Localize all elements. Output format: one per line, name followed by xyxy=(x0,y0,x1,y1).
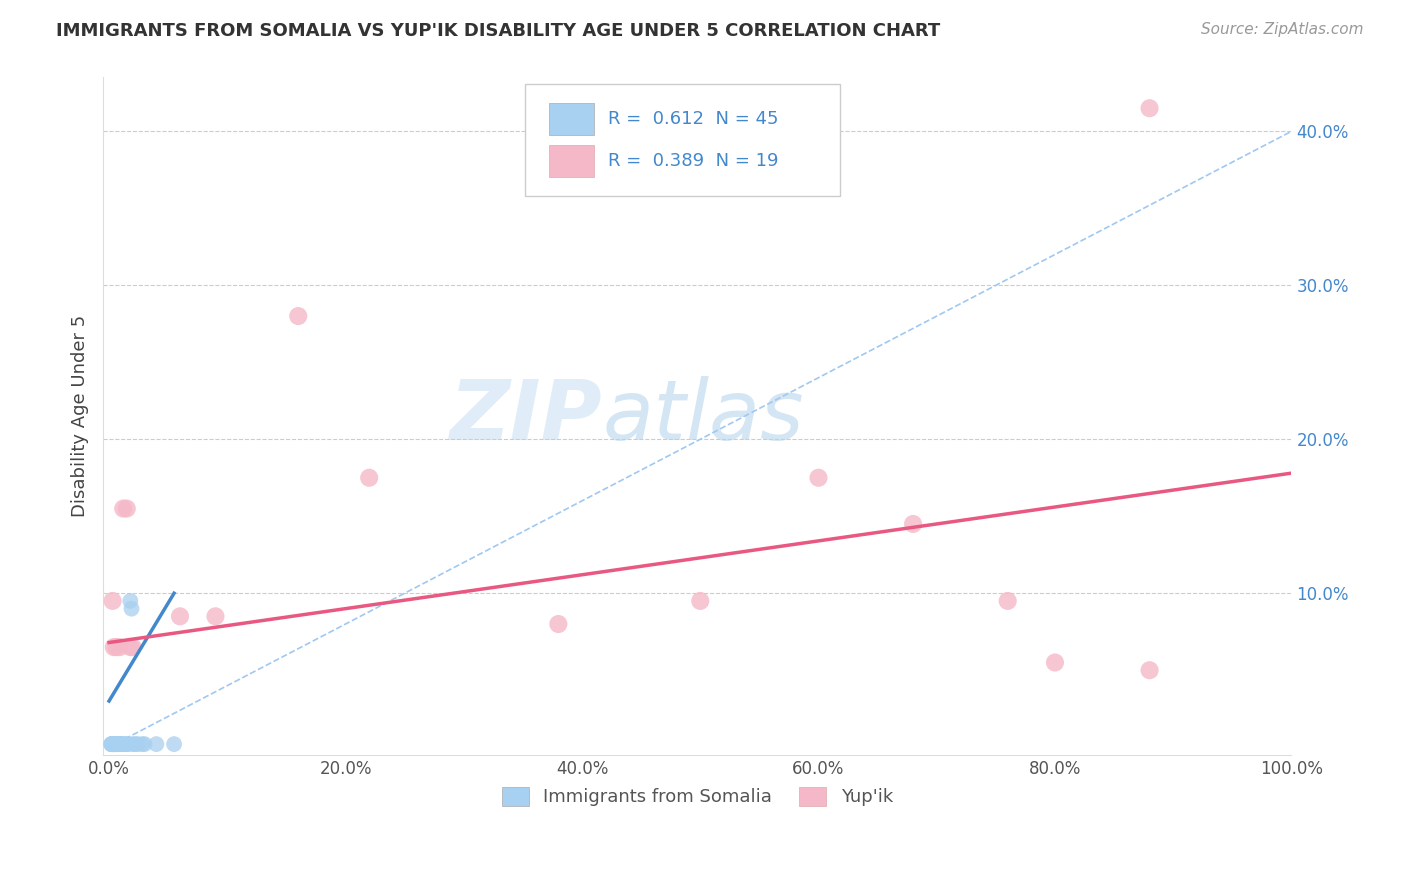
Point xyxy=(1139,663,1161,677)
Point xyxy=(120,640,142,654)
Point xyxy=(547,617,569,632)
Point xyxy=(100,737,122,751)
Point xyxy=(115,501,138,516)
Point xyxy=(103,737,125,751)
Point xyxy=(108,737,131,751)
Text: ZIP: ZIP xyxy=(450,376,602,457)
Point xyxy=(110,737,132,751)
FancyBboxPatch shape xyxy=(548,145,593,177)
Point xyxy=(108,640,131,654)
Point xyxy=(107,737,129,751)
Point xyxy=(901,516,924,531)
Point xyxy=(131,737,153,751)
Text: IMMIGRANTS FROM SOMALIA VS YUP'IK DISABILITY AGE UNDER 5 CORRELATION CHART: IMMIGRANTS FROM SOMALIA VS YUP'IK DISABI… xyxy=(56,22,941,40)
FancyBboxPatch shape xyxy=(548,103,593,135)
Point xyxy=(105,640,128,654)
Point xyxy=(110,737,132,751)
Point xyxy=(103,640,125,654)
Point xyxy=(105,737,128,751)
Point xyxy=(287,309,309,323)
Text: atlas: atlas xyxy=(602,376,804,457)
Point xyxy=(112,737,135,751)
Point xyxy=(103,737,125,751)
Point xyxy=(104,737,127,751)
Point xyxy=(101,737,124,751)
Point xyxy=(117,737,139,751)
Point xyxy=(121,737,143,751)
Point xyxy=(101,737,124,751)
Point xyxy=(105,737,128,751)
Text: R =  0.612  N = 45: R = 0.612 N = 45 xyxy=(609,110,779,128)
Point xyxy=(101,594,124,608)
Point xyxy=(204,609,226,624)
Point xyxy=(104,737,127,751)
Point xyxy=(101,737,124,751)
Point xyxy=(1139,101,1161,115)
Point xyxy=(101,737,124,751)
Point xyxy=(107,737,129,751)
Point xyxy=(689,594,711,608)
Point xyxy=(101,737,124,751)
Point xyxy=(105,737,128,751)
Point xyxy=(103,737,125,751)
Point xyxy=(114,737,136,751)
Point xyxy=(101,737,124,751)
Point xyxy=(134,737,156,751)
Point xyxy=(104,737,127,751)
Point xyxy=(120,594,142,608)
Point xyxy=(103,737,125,751)
Point xyxy=(169,609,191,624)
Point xyxy=(104,737,127,751)
Point xyxy=(104,737,127,751)
Point xyxy=(110,737,132,751)
Y-axis label: Disability Age Under 5: Disability Age Under 5 xyxy=(72,315,89,517)
Point xyxy=(359,471,381,485)
FancyBboxPatch shape xyxy=(524,84,839,196)
Legend: Immigrants from Somalia, Yup'ik: Immigrants from Somalia, Yup'ik xyxy=(495,780,900,814)
Point xyxy=(105,737,128,751)
Point xyxy=(163,737,186,751)
Point xyxy=(112,501,135,516)
Point xyxy=(997,594,1019,608)
Point xyxy=(108,737,131,751)
Point xyxy=(105,737,128,751)
Point xyxy=(807,471,830,485)
Point xyxy=(1043,656,1066,670)
Point xyxy=(105,737,128,751)
Text: Source: ZipAtlas.com: Source: ZipAtlas.com xyxy=(1201,22,1364,37)
Point xyxy=(145,737,167,751)
Point xyxy=(100,737,122,751)
Point xyxy=(121,601,143,615)
Text: R =  0.389  N = 19: R = 0.389 N = 19 xyxy=(609,152,779,169)
Point xyxy=(124,737,146,751)
Point xyxy=(103,737,125,751)
Point xyxy=(121,640,143,654)
Point xyxy=(127,737,149,751)
Point xyxy=(100,737,122,751)
Point xyxy=(115,737,138,751)
